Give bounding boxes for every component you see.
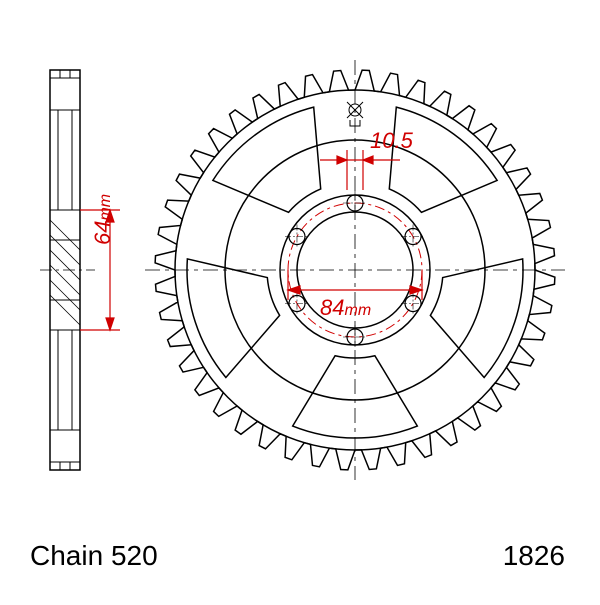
part-number: 1826 <box>503 540 565 572</box>
diagram-svg <box>0 0 600 600</box>
sprocket-diagram <box>0 0 600 600</box>
chain-label: Chain 520 <box>30 540 158 572</box>
dim-10-5 <box>320 150 400 190</box>
dim-10-5-label: 10.5 <box>370 128 413 154</box>
dim-64-label: 64mm <box>90 194 116 245</box>
dim-84-label: 84mm <box>320 295 371 321</box>
side-view <box>40 70 95 470</box>
front-view <box>145 60 565 480</box>
